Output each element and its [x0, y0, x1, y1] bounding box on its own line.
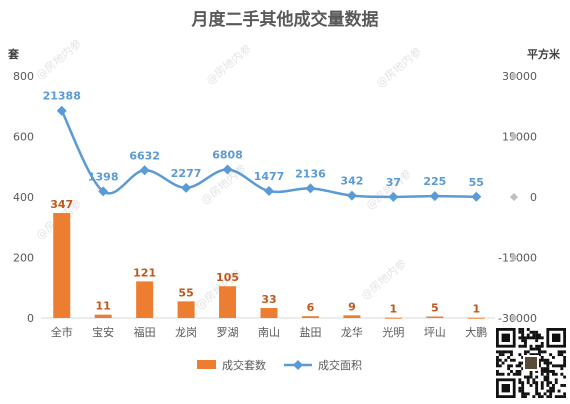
- x-tick-label: 全市: [51, 325, 73, 339]
- legend-bar-label: 成交套数: [222, 358, 266, 372]
- qr-code: [496, 328, 566, 398]
- y-tick-label: 0: [27, 312, 34, 325]
- watermark-text: @房地内参: [363, 166, 414, 212]
- bar: [260, 308, 278, 318]
- line-point: [346, 190, 357, 201]
- bar: [136, 281, 154, 318]
- bar-value-label: 6: [307, 301, 315, 314]
- x-tick-label: 光明: [382, 325, 404, 339]
- left-axis-ticks: 0 200 400 600 800: [13, 70, 34, 325]
- watermark-text: @房地内参: [358, 256, 409, 302]
- y2-tick-label: 0: [530, 191, 537, 204]
- bar: [94, 314, 112, 318]
- bar: [343, 315, 361, 318]
- line-value-label: 225: [423, 175, 446, 188]
- bar: [384, 317, 402, 319]
- y2-tick-marker: [510, 72, 518, 80]
- bar-value-label: 5: [431, 301, 439, 314]
- watermark-text: @房地内参: [198, 161, 249, 207]
- bar-value-label: 11: [96, 300, 111, 313]
- line-value-label: 55: [469, 176, 484, 189]
- y-tick-label: 600: [13, 131, 34, 144]
- bar: [426, 316, 444, 318]
- x-tick-label: 坪山: [424, 326, 446, 339]
- line-value-label: 37: [386, 176, 401, 189]
- line-value-label: 342: [340, 175, 363, 188]
- line-point: [222, 164, 233, 175]
- y2-tick-label: 15000: [502, 131, 537, 144]
- line-value-label: 6632: [129, 149, 160, 162]
- y-tick-label: 400: [13, 191, 34, 204]
- y2-tick-label: 30000: [502, 70, 537, 83]
- line-point: [139, 165, 150, 176]
- line-value-label: 2277: [171, 167, 202, 180]
- y-tick-label: 800: [13, 70, 34, 83]
- bar-value-label: 1: [390, 303, 398, 316]
- y2-tick-marker: [510, 253, 518, 262]
- x-tick-label: 龙华: [341, 325, 363, 339]
- watermark-text: @房地内参: [33, 36, 84, 82]
- bar-series: [53, 213, 485, 319]
- legend-line-label: 成交面积: [318, 358, 362, 372]
- y2-tick-marker: [510, 193, 518, 201]
- legend-bar-swatch: [197, 360, 216, 369]
- y2-tick-label: -15000: [498, 252, 537, 265]
- y2-axis-label: 平方米: [527, 47, 561, 61]
- bar-value-label: 9: [348, 300, 356, 313]
- bar-value-label: 347: [50, 198, 73, 211]
- bar-value-label: 1: [472, 303, 480, 316]
- watermark-text: @房地内参: [203, 41, 254, 87]
- line-point: [181, 182, 192, 193]
- line-point: [264, 186, 274, 197]
- x-tick-label: 大鹏: [465, 325, 487, 339]
- y2-tick-marker: [510, 132, 518, 141]
- bar: [467, 317, 485, 319]
- bar-value-label: 121: [133, 266, 156, 279]
- bar-value-label: 33: [261, 293, 276, 306]
- y2-tick-label: -30000: [498, 312, 537, 325]
- y-axis-label: 套: [8, 47, 20, 61]
- bar: [301, 316, 319, 318]
- line-point: [388, 191, 399, 202]
- line-point: [56, 105, 67, 116]
- line-series: [56, 105, 482, 202]
- x-tick-label: 盐田: [299, 326, 321, 339]
- bar: [53, 213, 71, 318]
- bar: [177, 301, 195, 318]
- line-point: [305, 183, 316, 194]
- line-value-label: 2136: [295, 167, 326, 180]
- line-path: [60, 110, 477, 199]
- bar: [219, 286, 237, 318]
- x-tick-label: 宝安: [92, 325, 114, 339]
- x-tick-label: 南山: [258, 326, 280, 339]
- line-value-label: 21388: [43, 90, 81, 103]
- watermark-text: @房地内参: [373, 44, 424, 90]
- line-value-label: 1398: [88, 170, 119, 183]
- line-value-label: 1477: [254, 170, 285, 183]
- line-point: [98, 186, 109, 197]
- x-tick-label: 罗湖: [217, 326, 239, 339]
- legend-line-marker: [293, 360, 303, 370]
- line-value-label: 6808: [212, 149, 243, 162]
- chart-title: 月度二手其他成交量数据: [191, 9, 379, 30]
- bar-value-label: 105: [216, 271, 239, 284]
- bar-labels: 347 11 121 55 105 33 6 9 1 5 1: [50, 198, 480, 316]
- y-tick-label: 200: [13, 252, 34, 265]
- line-point: [429, 191, 440, 202]
- right-axis-ticks: -30000 -15000 0 15000 30000: [498, 70, 537, 325]
- x-tick-label: 龙岗: [175, 326, 197, 339]
- legend: 成交套数 成交面积: [197, 358, 362, 372]
- category-labels: 全市 宝安 福田 龙岗 罗湖 南山 盐田 龙华 光明 坪山 大鹏: [51, 325, 488, 339]
- y2-tick-marker: [510, 314, 518, 322]
- x-tick-label: 福田: [134, 325, 156, 339]
- line-point: [471, 191, 482, 202]
- bar-value-label: 55: [178, 286, 193, 299]
- line-labels: 21388 1398 6632 2277 6808 1477 2136 342 37 225 55: [43, 90, 484, 189]
